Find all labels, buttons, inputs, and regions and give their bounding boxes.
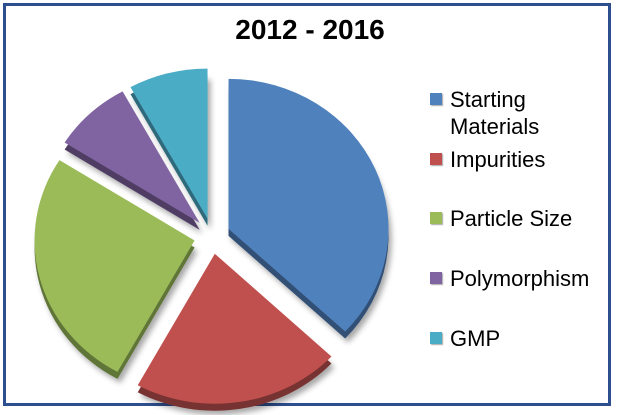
legend-item-starting-materials: Starting Materials	[430, 86, 605, 140]
legend-item-particle-size: Particle Size	[430, 205, 605, 232]
legend-item-polymorphism: Polymorphism	[430, 265, 605, 292]
legend-label: Impurities	[450, 147, 546, 172]
legend-swatch	[430, 93, 442, 105]
legend-swatch	[430, 332, 442, 344]
legend-label: Polymorphism	[450, 266, 590, 291]
legend-label: GMP	[450, 326, 501, 351]
legend-label: Starting Materials	[450, 87, 540, 139]
pie-slice-starting-materials	[228, 78, 389, 332]
chart-title: 2012 - 2016	[235, 14, 385, 45]
legend-swatch	[430, 153, 442, 165]
pie-slice-polymorphism	[64, 91, 200, 223]
legend-swatch	[430, 272, 442, 284]
legend-swatch	[430, 212, 442, 224]
legend-label: Particle Size	[450, 206, 573, 231]
legend-item-impurities: Impurities	[430, 146, 605, 173]
pie-slice-impurities	[137, 253, 332, 404]
legend-item-gmp: GMP	[430, 325, 605, 352]
pie-slice-particle-size	[34, 160, 195, 372]
pie-slice-gmp	[130, 68, 208, 219]
